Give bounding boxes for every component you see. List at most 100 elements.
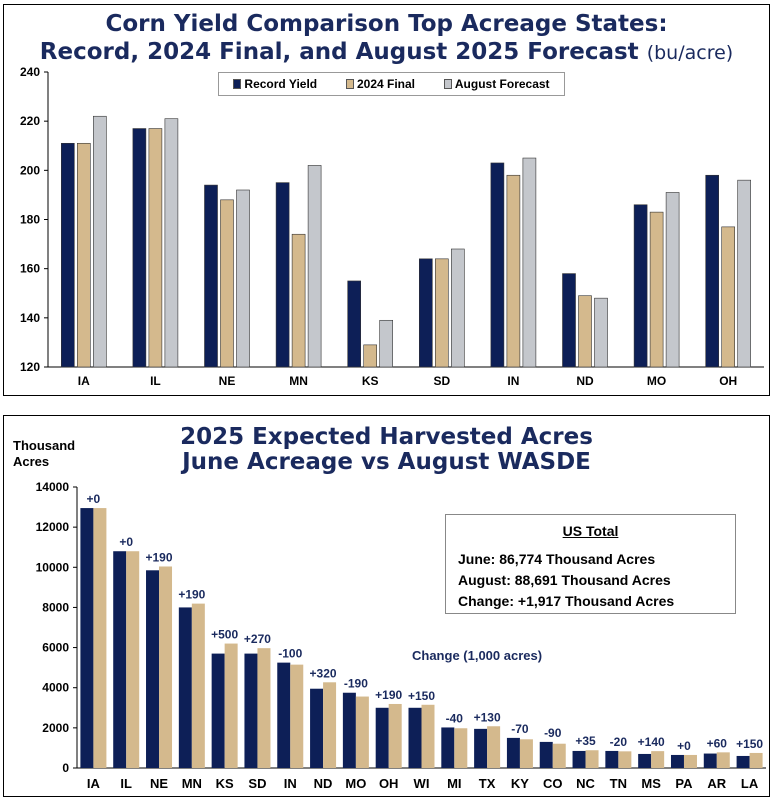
bar-wi-s0 [408, 707, 422, 768]
x-tick-label: MO [345, 776, 366, 791]
y-tick-label: 180 [20, 213, 40, 227]
bar-ne-s1 [220, 199, 234, 368]
yield-chart-legend: Record Yield 2024 Final August Forecast [218, 72, 565, 96]
bar-in-s1 [506, 174, 521, 368]
x-tick-label: KY [511, 776, 529, 791]
change-note: Change (1,000 acres) [412, 648, 543, 663]
bar-ky-s1 [519, 739, 533, 768]
us-total-header: US Total [562, 523, 619, 539]
bar-oh-s1 [388, 703, 402, 768]
y-tick-label: 6000 [42, 641, 69, 655]
x-tick-label: SD [248, 776, 266, 791]
bar-mn-s1 [291, 233, 306, 368]
acres-chart-title-line1: 2025 Expected Harvested Acres [180, 424, 593, 450]
y-tick-label: 0 [62, 761, 69, 775]
y-tick-label: 120 [20, 360, 40, 374]
bar-ne-s1 [159, 566, 173, 768]
x-tick-label: KS [362, 374, 379, 388]
x-tick-label: NE [150, 776, 168, 791]
bar-mn-s0 [275, 182, 290, 368]
bar-mo-s0 [342, 692, 356, 768]
bar-ms-s1 [651, 751, 665, 768]
legend-item-2024: 2024 Final [345, 77, 415, 91]
bar-il-s0 [113, 551, 127, 768]
x-tick-label: TN [610, 776, 627, 791]
x-tick-label: ND [576, 374, 594, 388]
bar-sd-s0 [244, 653, 258, 768]
y-tick-label: 14000 [36, 480, 70, 494]
yield-chart-title-unit: (bu/acre) [646, 42, 734, 64]
bar-ia-s1 [77, 142, 91, 368]
bar-ar-s1 [716, 752, 730, 768]
legend-swatch-record [233, 79, 242, 89]
acres-y-unit-line2: Acres [13, 454, 50, 469]
bar-tn-s1 [618, 751, 632, 768]
y-tick-label: 200 [20, 163, 40, 177]
bar-tx-s1 [487, 726, 501, 768]
bar-mo-s0 [633, 204, 648, 368]
bar-ks-s1 [224, 643, 238, 768]
x-tick-label: MI [447, 776, 461, 791]
yield-chart-panel: Corn Yield Comparison Top Acreage States… [3, 4, 770, 396]
data-label-nd: +320 [310, 666, 337, 680]
bar-mo-s1 [649, 211, 664, 368]
legend-item-forecast: August Forecast [443, 77, 550, 91]
bar-ne-s0 [146, 570, 160, 768]
y-tick-label: 220 [20, 114, 40, 128]
bar-nc-s0 [572, 750, 586, 768]
bar-nd-s2 [594, 297, 608, 368]
bar-co-s1 [552, 743, 566, 768]
bar-nc-s1 [585, 750, 599, 768]
bar-nd-s1 [578, 295, 592, 368]
y-tick-label: 140 [20, 311, 40, 325]
x-tick-label: IL [120, 776, 132, 791]
x-tick-label: KS [216, 776, 234, 791]
data-label-nc: +35 [575, 734, 596, 748]
data-label-sd: +270 [244, 632, 271, 646]
data-label-ms: +140 [638, 735, 665, 749]
legend-label-record: Record Yield [244, 77, 318, 91]
x-tick-label: WI [414, 776, 430, 791]
bar-pa-s1 [683, 754, 697, 768]
bar-mn-s1 [191, 603, 205, 768]
x-tick-label: TX [479, 776, 496, 791]
bar-ia-s1 [93, 508, 107, 768]
data-label-in: -100 [278, 647, 302, 661]
bar-ne-s2 [236, 189, 250, 368]
bar-ia-s0 [80, 508, 94, 768]
x-tick-label: AR [707, 776, 726, 791]
bar-pa-s0 [670, 754, 684, 768]
us-total-june: June: 86,774 Thousand Acres [458, 551, 656, 567]
bar-ne-s0 [204, 184, 218, 368]
y-tick-label: 240 [20, 65, 40, 79]
bar-la-s0 [736, 755, 750, 768]
bar-in-s2 [522, 157, 537, 368]
legend-item-record: Record Yield [233, 77, 317, 91]
x-tick-label: IN [507, 374, 519, 388]
bar-oh-s0 [375, 707, 389, 768]
x-tick-label: MN [289, 374, 308, 388]
us-total-box: US Total June: 86,774 Thousand Acres Aug… [445, 514, 736, 614]
x-tick-label: MS [641, 776, 661, 791]
bar-ks-s0 [211, 653, 225, 768]
yield-chart-title-line2: Record, 2024 Final, and August 2025 Fore… [4, 39, 769, 65]
bar-mn-s0 [178, 607, 192, 768]
yield-chart-title-main: Record, 2024 Final, and August 2025 Fore… [39, 39, 639, 65]
data-label-co: -90 [544, 726, 562, 740]
data-label-ar: +60 [707, 736, 728, 750]
data-label-wi: +150 [408, 689, 435, 703]
x-tick-label: ND [314, 776, 333, 791]
y-tick-label: 10000 [36, 560, 70, 574]
data-label-tn: -20 [610, 735, 628, 749]
bar-sd-s1 [434, 258, 449, 368]
bar-mn-s2 [307, 165, 322, 368]
x-tick-label: CO [543, 776, 563, 791]
x-tick-label: IA [78, 374, 90, 388]
bar-oh-s1 [721, 226, 736, 368]
data-label-ia: +0 [87, 492, 101, 506]
acres-chart-plot: 0 2000 4000 6000 8000 10000 12000 14000 +0 IA +0 IL… [36, 480, 766, 791]
bar-nd-s0 [562, 273, 576, 368]
acres-y-axis-unit: Thousand Acres [13, 438, 75, 470]
data-label-mn: +190 [178, 588, 205, 602]
x-tick-label: NE [219, 374, 236, 388]
